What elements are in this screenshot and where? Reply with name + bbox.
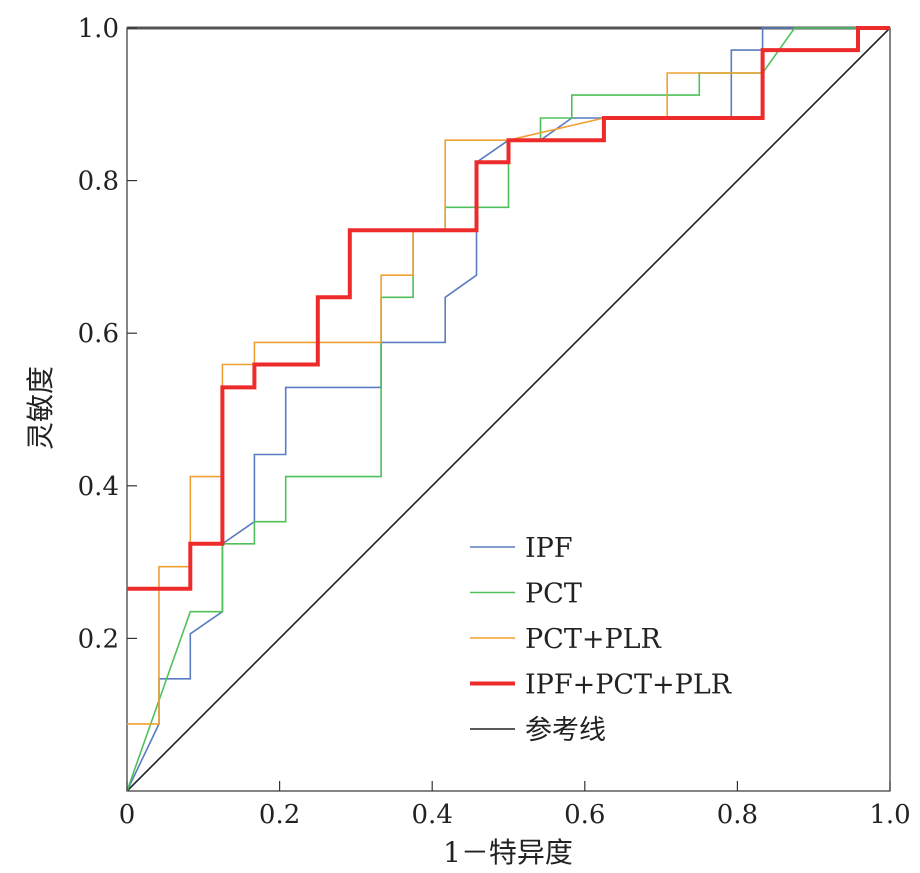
y-tick-label: 1.0	[78, 14, 119, 44]
series-line-ipf-pct-plr	[127, 26, 890, 591]
x-tick-label: 0.2	[259, 800, 300, 830]
y-tick-label: 0.6	[78, 319, 119, 349]
y-axis-title: 灵敏度	[24, 366, 57, 450]
series-line-参考线	[126, 27, 891, 792]
legend-label: IPF+PCT+PLR	[525, 670, 732, 701]
legend-label: PCT+PLR	[525, 624, 662, 655]
series-layer	[126, 26, 891, 792]
x-tick-label: 0.6	[564, 800, 605, 830]
x-axis-title: 1－特异度	[443, 836, 573, 869]
x-tick-label: 0.8	[717, 800, 758, 830]
x-tick-label: 1.0	[869, 800, 910, 830]
legend-label: PCT	[525, 579, 582, 610]
series-line-pct-plr	[127, 27, 890, 725]
legend: IPF PCT PCT+PLR IPF+PCT+PLR 参考线	[470, 533, 732, 746]
axes-layer: 0 0.2 0.4 0.6 0.8 1.0 0.2 0.4 0.6 0.8 1.0	[78, 14, 911, 830]
y-tick-label: 0.2	[78, 624, 119, 654]
legend-label: 参考线	[525, 715, 606, 746]
y-tick-label: 0.4	[78, 472, 119, 502]
y-tick-label: 0.8	[78, 167, 119, 197]
legend-label: IPF	[525, 533, 573, 564]
x-tick-label: 0.4	[412, 800, 453, 830]
x-tick-label: 0	[119, 800, 136, 830]
